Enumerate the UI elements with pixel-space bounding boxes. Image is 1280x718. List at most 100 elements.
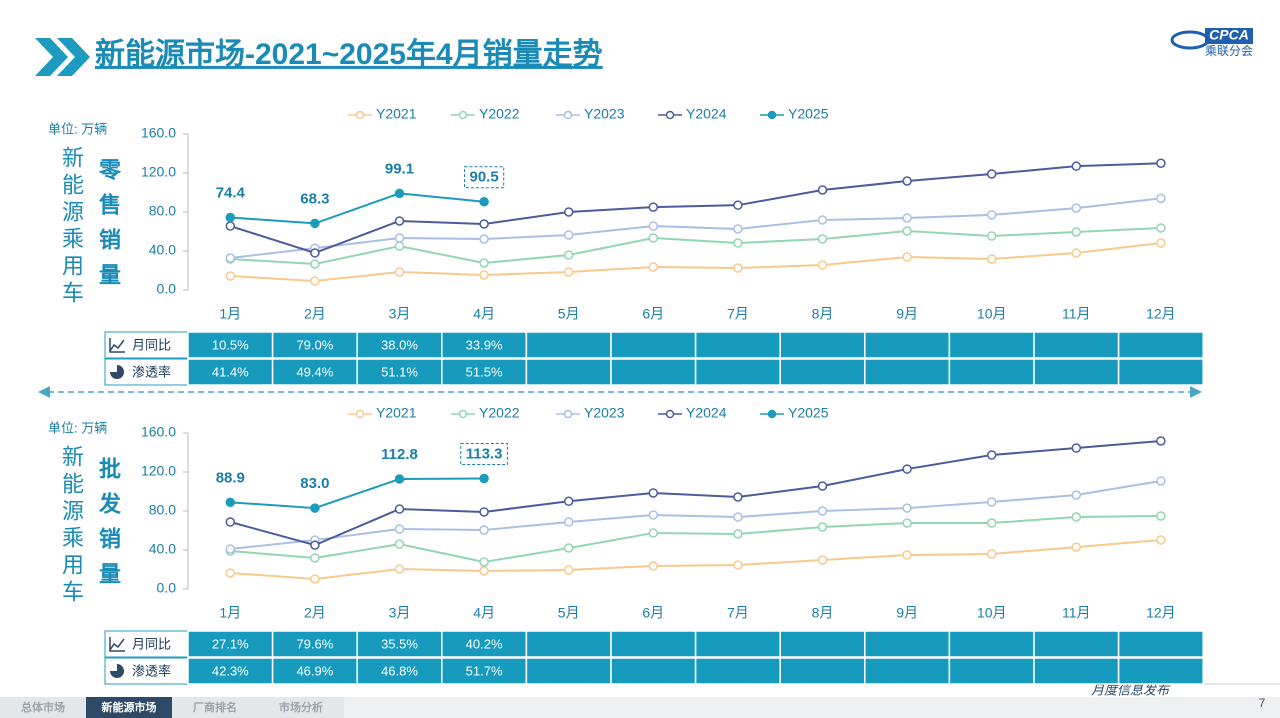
legend-marker	[355, 409, 365, 419]
point	[986, 231, 997, 241]
x-tick-label: 7月	[727, 605, 749, 621]
point	[1156, 158, 1166, 168]
y-tick-label: 160.0	[141, 125, 176, 141]
table-value: 79.6%	[296, 636, 333, 651]
point	[394, 524, 405, 534]
point	[479, 258, 489, 268]
point	[902, 464, 912, 474]
table-cell	[1117, 657, 1204, 685]
point	[479, 234, 489, 244]
point	[225, 221, 236, 231]
series-line	[230, 226, 1161, 265]
data-label: 113.3	[466, 446, 503, 463]
table-value: 35.5%	[381, 636, 418, 651]
x-tick-label: 5月	[558, 605, 580, 621]
table-cell	[271, 657, 358, 685]
y-tick-label: 160.0	[141, 424, 176, 440]
point	[986, 210, 997, 220]
point	[479, 507, 489, 517]
unit-label: 单位: 万辆	[48, 121, 107, 136]
x-tick-label: 12月	[1146, 306, 1176, 322]
point	[817, 481, 828, 491]
nav-tab-label[interactable]: 厂商排名	[193, 700, 237, 714]
table-cell	[271, 358, 358, 386]
legend-marker	[563, 110, 573, 120]
point	[225, 517, 236, 527]
point	[394, 233, 405, 243]
point	[479, 197, 489, 207]
table-value: 40.2%	[466, 636, 503, 651]
side-label: 新能源乘用车	[59, 146, 84, 308]
point	[563, 267, 574, 277]
table-row-label: 渗透率	[132, 663, 171, 678]
table-cell	[610, 331, 697, 359]
point	[648, 488, 659, 498]
series-line	[230, 439, 1161, 547]
row-icon	[109, 338, 125, 353]
series-line	[230, 197, 1162, 260]
table-cell	[441, 630, 528, 658]
point	[310, 259, 320, 269]
y-tick-label: 0.0	[157, 281, 177, 297]
point	[225, 253, 236, 263]
y-tick-label: 0.0	[157, 580, 177, 596]
nav-tab-label[interactable]: 新能源市场	[102, 700, 157, 714]
point	[1071, 248, 1082, 258]
series-line	[230, 479, 1162, 551]
title-chevron	[35, 38, 68, 76]
side-label: 新能源乘用车	[59, 445, 84, 607]
legend-label: Y2023	[584, 405, 625, 421]
table-cell	[948, 331, 1035, 359]
nav-tab-label[interactable]: 总体市场	[21, 700, 65, 714]
table-cell	[610, 657, 697, 685]
data-label: 74.4	[216, 184, 246, 201]
point	[817, 260, 828, 270]
legend-marker	[458, 110, 468, 120]
point	[986, 497, 997, 507]
table-value: 38.0%	[381, 337, 418, 352]
table-header-cell	[104, 331, 189, 359]
point	[733, 238, 743, 248]
x-tick-label: 10月	[977, 605, 1007, 621]
nav-tab[interactable]	[0, 697, 86, 718]
nav-tab[interactable]	[86, 697, 172, 718]
data-label: 68.3	[300, 190, 329, 207]
table-cell	[525, 331, 612, 359]
nav-tab[interactable]	[258, 697, 344, 718]
table-value: 10.5%	[212, 337, 249, 352]
point	[225, 497, 236, 508]
point	[986, 254, 997, 264]
nav-tab[interactable]	[172, 697, 258, 718]
point	[1156, 223, 1166, 233]
table-value: 79.0%	[296, 337, 333, 352]
point	[310, 540, 320, 550]
point	[563, 517, 574, 527]
y-tick-label: 120.0	[141, 463, 176, 479]
legend-label: Y2025	[788, 106, 829, 122]
x-tick-label: 8月	[812, 605, 834, 621]
point	[648, 262, 659, 272]
table-value: 46.9%	[296, 663, 333, 678]
table-value: 42.3%	[212, 663, 249, 678]
y-tick-label: 80.0	[149, 203, 176, 219]
x-tick-label: 4月	[473, 605, 495, 621]
point	[1071, 203, 1082, 213]
point	[648, 202, 659, 212]
point	[733, 529, 743, 539]
nav-tab-label[interactable]: 市场分析	[279, 700, 323, 714]
title-chevron	[57, 38, 90, 76]
point	[1156, 436, 1166, 446]
point	[1071, 542, 1082, 552]
metric-label: 批发销量	[96, 457, 121, 597]
x-tick-label: 9月	[896, 306, 918, 322]
x-tick-label: 12月	[1146, 605, 1176, 621]
point	[479, 473, 489, 484]
point	[563, 496, 574, 506]
point	[733, 560, 743, 570]
point	[394, 474, 405, 484]
point	[479, 219, 489, 229]
point	[648, 510, 659, 520]
table-cell	[610, 358, 697, 386]
point	[1156, 476, 1166, 486]
point	[310, 248, 320, 258]
